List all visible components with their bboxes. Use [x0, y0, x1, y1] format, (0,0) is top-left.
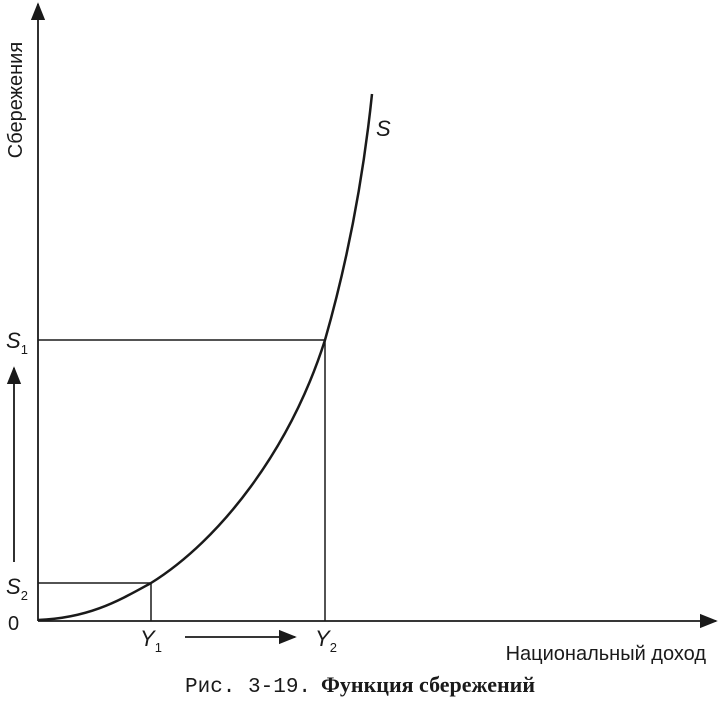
s2-guide: [38, 582, 152, 621]
letter: Y: [140, 626, 156, 651]
s1-guide: [38, 339, 326, 621]
subscript: 1: [155, 640, 162, 655]
letter: S: [6, 328, 21, 353]
caption-number: Рис. 3-19.: [185, 676, 311, 699]
subscript: 2: [21, 588, 28, 603]
savings-curve: [37, 93, 374, 622]
caption-title: Функция сбережений: [321, 672, 535, 697]
s2-label: S2: [6, 574, 28, 603]
y-axis-label: Сбережения: [5, 42, 27, 158]
x-axis-label: Национальный доход: [506, 643, 707, 665]
letter: S: [6, 574, 21, 599]
subscript: 2: [330, 640, 337, 655]
letter: Y: [315, 626, 331, 651]
caption: Рис. 3-19. Функция сбережений: [185, 672, 535, 699]
subscript: 1: [21, 342, 28, 357]
y2-label: Y2: [315, 626, 337, 655]
s1-label: S1: [6, 328, 28, 357]
curve-label: S: [376, 116, 391, 141]
y1-label: Y1: [140, 626, 162, 655]
origin-label: 0: [8, 613, 19, 635]
